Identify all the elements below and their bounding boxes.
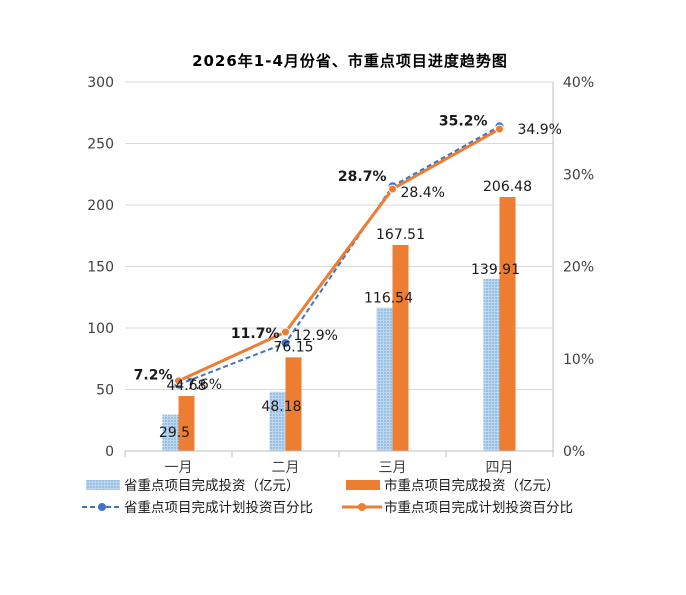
line-province: [178, 125, 500, 386]
legend-swatch: [346, 480, 380, 490]
bar-data-label: 76.15: [273, 339, 313, 355]
bar-data-label: 206.48: [483, 179, 532, 195]
line-data-label: 11.7%: [231, 326, 280, 342]
legend-swatch: [86, 480, 120, 490]
bar-province: [376, 307, 393, 451]
y-left-tick-label: 300: [87, 75, 114, 91]
bar-province: [269, 391, 286, 451]
x-tick-label: 二月: [272, 460, 300, 476]
line-data-label: 7.6%: [187, 377, 223, 393]
legend: 省重点项目完成投资（亿元） 市重点项目完成投资（亿元） 省重点项目完成计划投资百分比…: [82, 477, 573, 516]
legend-marker: [358, 503, 366, 511]
line-data-label: 28.4%: [401, 185, 445, 201]
marker-city: [281, 327, 290, 337]
y-left-tick-label: 150: [87, 260, 114, 276]
bar-data-label: 44.68: [166, 378, 206, 394]
marker-province: [281, 339, 290, 348]
chart-title: 2026年1-4月份省、市重点项目进度趋势图: [192, 52, 508, 70]
y-axis-left: 0 50 100 150 200 250 300: [87, 75, 114, 460]
bar-city: [178, 396, 195, 451]
line-data-label: 34.9%: [518, 122, 562, 138]
marker-city: [174, 376, 183, 386]
x-tick-label: 一月: [165, 460, 193, 476]
line-data-label: 12.9%: [294, 328, 338, 344]
y-left-tick-label: 200: [87, 198, 114, 214]
legend-label: 省重点项目完成投资（亿元）: [124, 478, 300, 494]
legend-label: 省重点项目完成计划投资百分比: [124, 500, 313, 516]
legend-label: 市重点项目完成投资（亿元）: [384, 477, 560, 494]
x-axis: 一月 二月 三月 四月: [124, 450, 554, 476]
line-city: [177, 127, 501, 383]
line-data-label: 7.2%: [134, 368, 173, 384]
x-tick-label: 四月: [486, 460, 514, 476]
bar-city: [499, 197, 516, 451]
y-left-tick-label: 100: [87, 321, 114, 337]
y-right-tick-label: 10%: [563, 352, 594, 368]
y-axis-right: 0% 10% 20% 30% 40%: [552, 75, 594, 460]
line-data-label: 35.2%: [439, 113, 488, 129]
data-labels: 29.5 48.18 116.54 139.91 44.68 76.15 167.51 206…: [134, 113, 562, 441]
bar-data-label: 29.5: [159, 425, 190, 441]
y-left-tick-label: 0: [105, 444, 114, 460]
legend-label: 市重点项目完成计划投资百分比: [384, 499, 573, 516]
x-tick-label: 三月: [379, 460, 407, 476]
gridlines: [125, 81, 553, 390]
line-data-label: 28.7%: [338, 169, 387, 185]
y-right-tick-label: 40%: [563, 75, 594, 91]
legend-marker: [98, 503, 106, 511]
bar-province: [483, 278, 500, 451]
bar-data-label: 167.51: [376, 227, 425, 243]
bar-city: [285, 357, 302, 451]
marker-city: [495, 124, 504, 134]
y-left-tick-label: 250: [87, 137, 114, 153]
y-right-tick-label: 30%: [563, 167, 594, 183]
bar-data-label: 116.54: [364, 291, 413, 307]
y-right-tick-label: 0%: [563, 444, 585, 460]
bars: [162, 197, 516, 451]
lines: [174, 122, 504, 389]
bar-data-label: 48.18: [261, 399, 301, 415]
y-right-tick-label: 20%: [563, 260, 594, 276]
marker-city: [388, 184, 397, 194]
y-left-tick-label: 50: [96, 383, 114, 399]
bar-city: [392, 244, 409, 451]
bar-province: [162, 414, 179, 451]
bar-data-label: 139.91: [471, 262, 520, 278]
